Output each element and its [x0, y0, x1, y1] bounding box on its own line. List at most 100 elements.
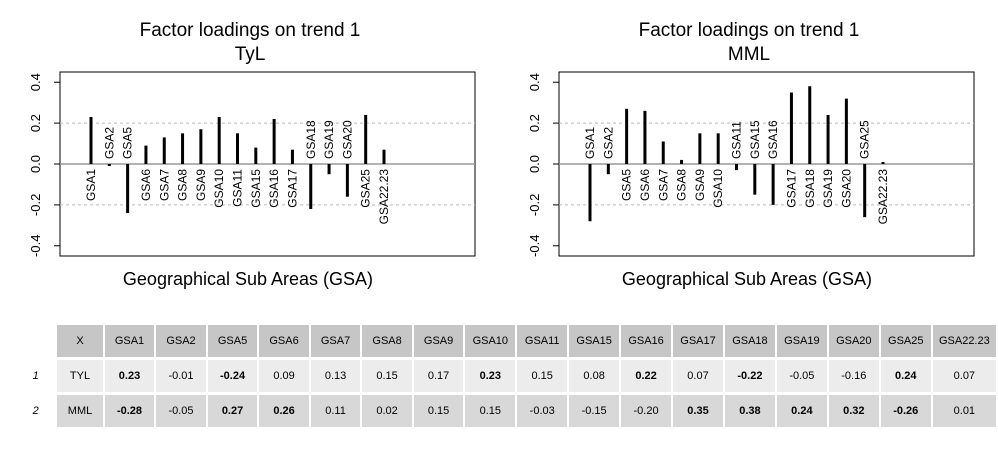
- category-label: GSA11: [730, 121, 744, 159]
- category-label: GSA15: [249, 169, 263, 208]
- column-header: GSA18: [724, 325, 777, 357]
- category-label: GSA2: [102, 127, 116, 159]
- column-header: GSA8: [362, 325, 414, 357]
- category-label: GSA8: [176, 169, 190, 201]
- category-label: GSA1: [84, 169, 98, 201]
- y-tick-label: -0.4: [527, 235, 542, 257]
- chart-subtitle: TyL: [235, 44, 266, 65]
- table-cell: 0.15: [413, 395, 466, 427]
- table-cell: 0.38: [724, 395, 777, 427]
- table-cell: 0.22: [621, 360, 674, 392]
- table-cell: -0.03: [517, 395, 570, 427]
- table-cell: 0.09: [259, 360, 311, 392]
- table-cell: 0.15: [517, 360, 570, 392]
- table-cell: -0.15: [569, 395, 622, 427]
- category-label: GSA7: [157, 169, 171, 201]
- category-label: GSA7: [656, 169, 670, 201]
- column-header: GSA16: [621, 325, 674, 357]
- table-cell: 0.02: [362, 395, 414, 427]
- category-label: GSA8: [675, 169, 689, 201]
- y-tick-label: -0.2: [28, 194, 43, 216]
- table-cell: -0.28: [104, 395, 157, 427]
- category-label: GSA19: [322, 120, 336, 159]
- table-cell: 0.23: [465, 360, 518, 392]
- table-cell: 0.24: [776, 395, 829, 427]
- column-header: GSA5: [207, 325, 260, 357]
- category-label: GSA17: [784, 169, 798, 208]
- column-header: GSA6: [259, 325, 311, 357]
- y-tick-label: 0.0: [28, 155, 43, 173]
- chart-mml: Factor loadings on trend 1 MML -0.4 -0.2 0.0…: [499, 0, 998, 300]
- column-header: GSA2: [156, 325, 208, 357]
- category-label: GSA20: [340, 120, 354, 159]
- category-label: GSA6: [139, 169, 153, 201]
- table-cell: 0.32: [828, 395, 881, 427]
- x-axis-label: Geographical Sub Areas (GSA): [622, 269, 872, 289]
- table-row: 2 MML -0.28 -0.05 0.27 0.26 0.11 0.02 0.15 0.15 -0…: [14, 395, 998, 427]
- y-tick-label: 0.4: [527, 73, 542, 91]
- table-cell: 0.23: [104, 360, 157, 392]
- table-cell: 0.13: [310, 360, 363, 392]
- row-name: MML: [57, 395, 105, 427]
- y-tick-label: 0.0: [527, 155, 542, 173]
- column-header: GSA19: [776, 325, 829, 357]
- category-label: GSA5: [620, 169, 634, 201]
- table-cell: 0.15: [465, 395, 518, 427]
- table-cell: -0.16: [828, 360, 881, 392]
- row-name: TYL: [57, 360, 105, 392]
- category-label: GSA20: [839, 169, 853, 208]
- row-index: 1: [32, 370, 39, 382]
- category-label: GSA2: [601, 127, 615, 159]
- column-header: GSA25: [880, 325, 933, 357]
- table-cell: 0.27: [207, 395, 260, 427]
- y-tick-label: -0.4: [28, 235, 43, 257]
- loadings-table: X GSA1 GSA2 GSA5 GSA6 GSA7 GSA8 GSA9 GSA10 GSA11…: [14, 322, 998, 430]
- chart-title: Factor loadings on trend 1: [140, 20, 361, 41]
- category-label: GSA6: [638, 169, 652, 201]
- category-label: GSA10: [711, 169, 725, 208]
- table-cell: 0.35: [673, 395, 725, 427]
- category-label: GSA9: [194, 169, 208, 201]
- table-cell: -0.26: [880, 395, 933, 427]
- loadings-table-container: X GSA1 GSA2 GSA5 GSA6 GSA7 GSA8 GSA9 GSA10 GSA11…: [14, 322, 998, 430]
- chart-title: Factor loadings on trend 1: [639, 20, 860, 41]
- category-label: GSA10: [212, 169, 226, 208]
- chart-tyl: Factor loadings on trend 1 TyL -0.4 -0.2 0.0…: [0, 0, 499, 300]
- column-header: GSA20: [828, 325, 881, 357]
- category-label: GSA9: [693, 169, 707, 201]
- table-cell: 0.07: [673, 360, 725, 392]
- category-label: GSA1: [583, 127, 597, 159]
- category-label: GSA16: [766, 120, 780, 159]
- x-axis-label: Geographical Sub Areas (GSA): [123, 269, 373, 289]
- category-label: GSA17: [285, 169, 299, 208]
- row-index: 2: [32, 405, 39, 417]
- table-header-row: X GSA1 GSA2 GSA5 GSA6 GSA7 GSA8 GSA9 GSA10 GSA11…: [14, 325, 998, 357]
- table-cell: -0.05: [776, 360, 829, 392]
- table-cell: 0.08: [569, 360, 622, 392]
- column-header: GSA10: [465, 325, 518, 357]
- table-cell: 0.26: [259, 395, 311, 427]
- table-cell: 0.01: [932, 395, 998, 427]
- chart-mml-svg: Factor loadings on trend 1 MML -0.4 -0.2 0.0…: [527, 20, 975, 289]
- table-cell: 0.15: [362, 360, 414, 392]
- y-tick-label: 0.2: [28, 114, 43, 132]
- table-cell: -0.05: [156, 395, 208, 427]
- column-header: GSA7: [310, 325, 363, 357]
- table-cell: 0.24: [880, 360, 933, 392]
- category-label: GSA25: [359, 169, 373, 208]
- column-header: GSA11: [517, 325, 570, 357]
- column-header: GSA15: [569, 325, 622, 357]
- y-tick-label: 0.4: [28, 73, 43, 91]
- chart-tyl-svg: Factor loadings on trend 1 TyL -0.4 -0.2 0.0…: [28, 20, 476, 289]
- y-tick-label: 0.2: [527, 114, 542, 132]
- table-cell: -0.24: [207, 360, 260, 392]
- table-cell: -0.01: [156, 360, 208, 392]
- category-label: GSA19: [821, 169, 835, 208]
- y-tick-label: -0.2: [527, 194, 542, 216]
- column-header: GSA17: [673, 325, 725, 357]
- category-label: GSA11: [231, 169, 245, 207]
- table-cell: 0.11: [310, 395, 363, 427]
- table-corner-header: X: [57, 325, 105, 357]
- column-header: GSA22.23: [932, 325, 998, 357]
- category-label: GSA22.23: [876, 169, 890, 225]
